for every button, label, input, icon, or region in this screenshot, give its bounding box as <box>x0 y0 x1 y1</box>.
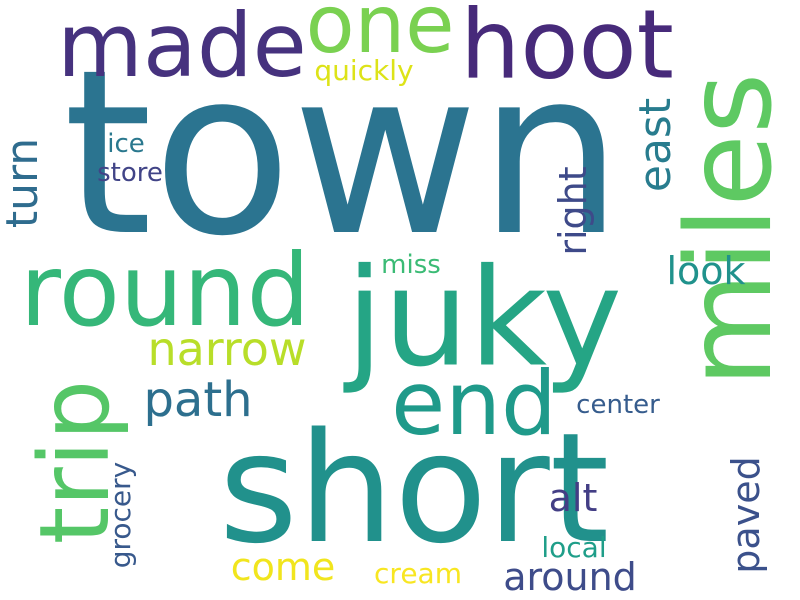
word-paved: paved <box>724 456 768 574</box>
word-cream: cream <box>374 557 462 590</box>
word-store: store <box>97 158 163 188</box>
word-miles: miles <box>660 72 798 388</box>
word-made: made <box>57 0 307 97</box>
word-end: end <box>391 352 557 455</box>
word-round: round <box>19 232 311 349</box>
word-local: local <box>541 531 607 564</box>
word-right: right <box>551 166 595 256</box>
word-path: path <box>143 372 253 428</box>
word-juky: juky <box>345 239 623 397</box>
word-narrow: narrow <box>147 322 307 376</box>
word-look: look <box>666 249 746 293</box>
word-hoot: hoot <box>460 0 674 101</box>
word-around: around <box>503 555 637 599</box>
word-east: east <box>630 97 681 193</box>
word-grocery: grocery <box>104 461 137 569</box>
word-ice: ice <box>107 129 145 159</box>
word-miss: miss <box>381 250 441 280</box>
word-short: short <box>218 400 610 577</box>
word-alt: alt <box>548 476 598 520</box>
word-town: town <box>63 20 623 286</box>
word-quickly: quickly <box>314 54 414 87</box>
word-center: center <box>576 390 660 420</box>
word-one: one <box>305 0 455 71</box>
word-come: come <box>230 545 336 589</box>
word-turn: turn <box>0 137 48 229</box>
